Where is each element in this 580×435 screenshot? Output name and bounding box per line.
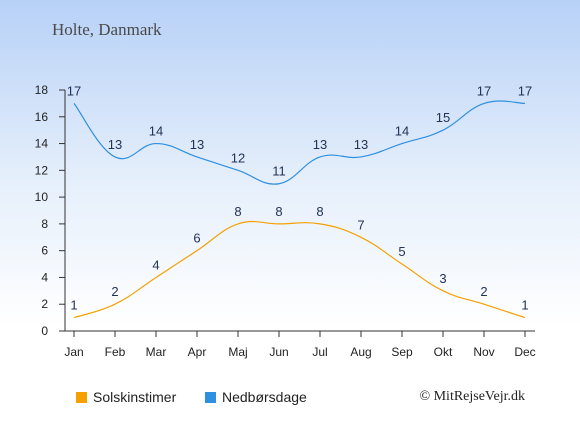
x-tick-label: Dec	[514, 345, 535, 359]
rain-data-label: 14	[149, 124, 163, 139]
y-tick-label: 16	[35, 110, 49, 124]
x-tick-label: Nov	[473, 345, 494, 359]
sun-data-label: 8	[275, 204, 282, 219]
x-tick-label: Maj	[228, 345, 247, 359]
x-tick-label: Sep	[391, 345, 413, 359]
sun-data-label: 8	[234, 204, 241, 219]
rain-data-label: 13	[354, 137, 368, 152]
y-tick-label: 0	[41, 324, 48, 338]
rain-data-label: 12	[231, 150, 245, 165]
rain-data-label: 17	[477, 83, 491, 98]
sun-data-label: 4	[152, 257, 159, 272]
y-tick-label: 10	[35, 190, 49, 204]
rain-data-label: 13	[108, 137, 122, 152]
y-tick-label: 12	[35, 163, 49, 177]
rain-data-label: 15	[436, 110, 450, 125]
rain-data-label: 17	[518, 83, 532, 98]
chart-title: Holte, Danmark	[52, 20, 162, 39]
sun-data-label: 5	[398, 244, 405, 259]
sun-data-label: 2	[480, 284, 487, 299]
sun-data-label: 8	[316, 204, 323, 219]
rain-legend-swatch	[205, 391, 216, 403]
sun-data-label: 1	[521, 298, 528, 313]
rain-data-label: 11	[272, 164, 286, 179]
x-tick-label: Mar	[146, 345, 167, 359]
x-tick-label: Feb	[105, 345, 126, 359]
legend-item-rain: Nedbørsdage	[205, 389, 307, 405]
x-tick-label: Jan	[64, 345, 83, 359]
legend-item-sun: Solskinstimer	[76, 389, 176, 405]
y-tick-label: 8	[41, 217, 48, 231]
legend-label-rain: Nedbørsdage	[222, 389, 307, 405]
x-tick-label: Jun	[269, 345, 288, 359]
legend-label-sun: Solskinstimer	[93, 389, 177, 405]
y-tick-label: 6	[41, 244, 48, 258]
x-tick-label: Aug	[350, 345, 371, 359]
sun-data-label: 7	[357, 217, 364, 232]
rain-data-label: 13	[313, 137, 327, 152]
sun-data-label: 3	[439, 271, 446, 286]
y-tick-label: 2	[41, 297, 48, 311]
y-tick-label: 18	[35, 83, 49, 97]
copyright-text: © MitRejseVejr.dk	[419, 389, 525, 404]
rain-data-label: 14	[395, 124, 409, 139]
sun-legend-swatch	[76, 391, 87, 403]
x-tick-label: Okt	[434, 345, 453, 359]
rain-data-label: 13	[190, 137, 204, 152]
y-tick-label: 14	[35, 137, 49, 151]
x-tick-label: Apr	[188, 345, 207, 359]
rain-data-label: 17	[67, 83, 81, 98]
y-tick-label: 4	[41, 270, 48, 284]
sun-data-label: 6	[193, 231, 200, 246]
x-tick-label: Jul	[312, 345, 327, 359]
rain-series-line	[73, 100, 526, 185]
sun-series-line	[73, 220, 526, 319]
sun-data-label: 1	[70, 298, 77, 313]
sun-data-label: 2	[111, 284, 118, 299]
